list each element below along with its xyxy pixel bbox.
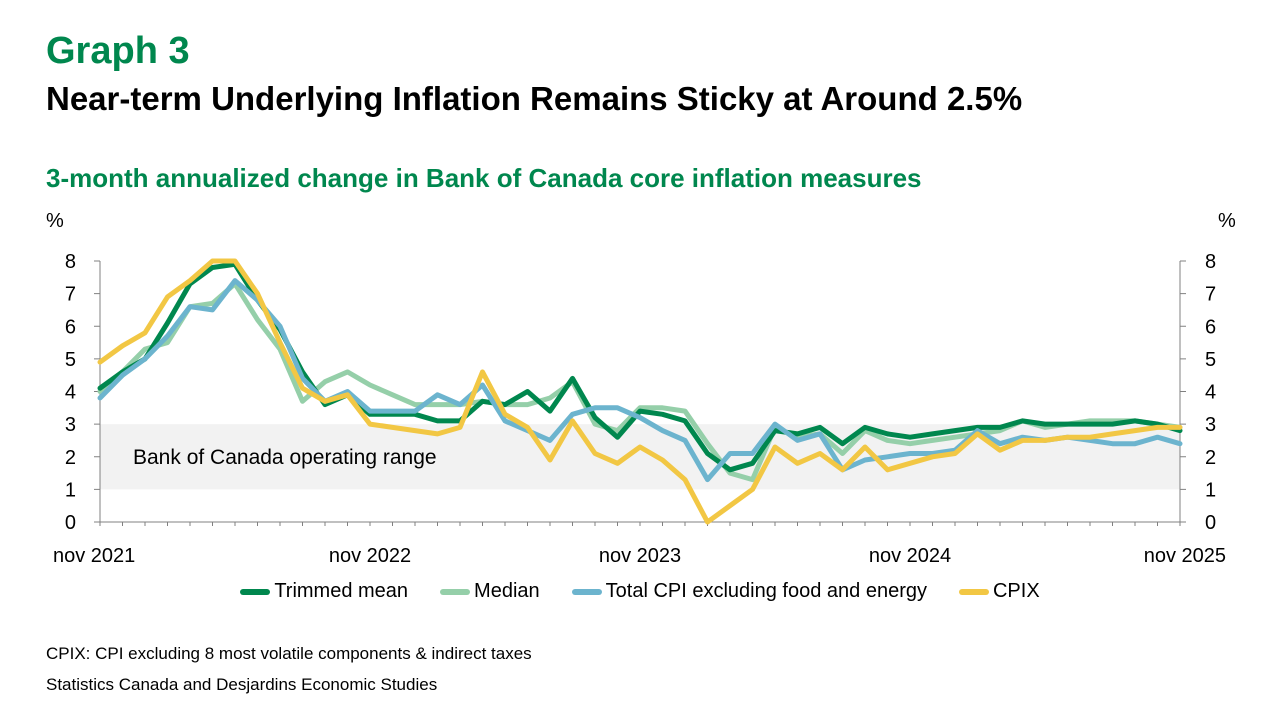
series-cpix	[97, 258, 1183, 525]
y-tick-label-left: 1	[65, 479, 76, 501]
chart-subtitle: 3-month annualized change in Bank of Can…	[46, 163, 922, 193]
y-tick-label-left: 5	[65, 349, 76, 371]
y-tick-label-left: 6	[65, 316, 76, 338]
y-tick-label-right: 6	[1205, 316, 1216, 338]
legend-label: Total CPI excluding food and energy	[605, 580, 927, 602]
legend-item-cpi-ex-food-energy: Total CPI excluding food and energy	[571, 580, 927, 603]
series-layer	[97, 258, 1183, 525]
legend-swatch	[240, 588, 271, 595]
y-tick-label-right: 3	[1205, 414, 1216, 436]
legend-swatch	[440, 588, 471, 595]
y-tick-label-right: 8	[1205, 251, 1216, 273]
y-tick-label-left: 0	[65, 512, 76, 534]
operating-range-band	[100, 424, 1180, 490]
y-tick-label-right: 4	[1205, 382, 1216, 404]
x-tick-label: nov 2024	[869, 545, 951, 567]
x-tick-label: nov 2021	[53, 545, 135, 567]
y-tick-label-right: 0	[1205, 512, 1216, 534]
y-tick-label-left: 7	[65, 284, 76, 306]
legend-swatch	[958, 588, 989, 595]
operating-range-label: Bank of Canada operating range	[133, 446, 437, 469]
y-tick-label-left: 8	[65, 251, 76, 273]
legend-item-trimmed-mean: Trimmed mean	[240, 580, 408, 603]
y-axis-label-right: %	[1218, 210, 1236, 232]
x-tick-label: nov 2025	[1144, 545, 1226, 567]
footnote: CPIX: CPI excluding 8 most volatile comp…	[46, 644, 532, 663]
source-note: Statistics Canada and Desjardins Economi…	[46, 675, 438, 694]
y-tick-label-right: 2	[1205, 447, 1216, 469]
legend-item-cpix: CPIX	[958, 580, 1040, 603]
y-tick-label-right: 1	[1205, 479, 1216, 501]
y-axis-label-left: %	[46, 210, 64, 232]
y-tick-label-right: 5	[1205, 349, 1216, 371]
legend-swatch	[571, 588, 602, 595]
chart-title: Near-term Underlying Inflation Remains S…	[46, 80, 1023, 117]
series-median	[97, 281, 1183, 483]
y-tick-label-right: 7	[1205, 284, 1216, 306]
y-tick-label-left: 4	[65, 382, 76, 404]
y-tick-label-left: 3	[65, 414, 76, 436]
chart-legend: Trimmed mean Median Total CPI excluding …	[0, 580, 1280, 603]
graph-label: Graph 3	[46, 30, 190, 72]
legend-item-median: Median	[440, 580, 540, 603]
legend-label: Median	[474, 580, 540, 602]
legend-label: CPIX	[992, 580, 1040, 602]
x-tick-label: nov 2023	[599, 545, 681, 567]
series-cpi-ex-food-energy	[97, 278, 1183, 483]
x-tick-label: nov 2022	[329, 545, 411, 567]
legend-label: Trimmed mean	[274, 580, 409, 602]
y-tick-label-left: 2	[65, 447, 76, 469]
